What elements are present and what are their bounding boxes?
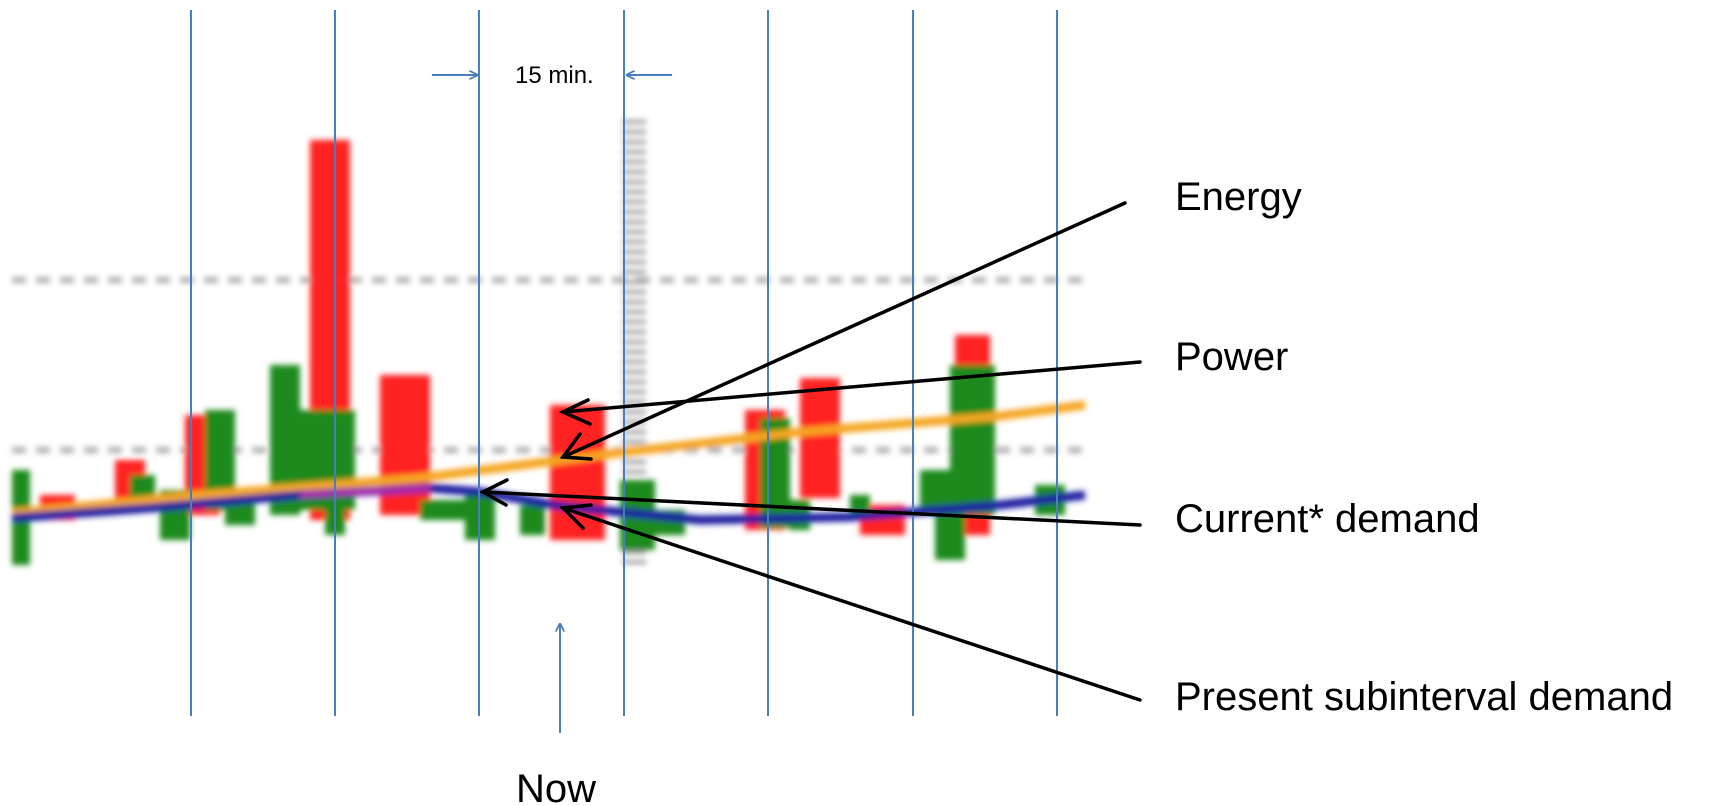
annotation-arrows xyxy=(479,201,1142,702)
current-demand-line xyxy=(11,483,1086,525)
power-arrowhead xyxy=(558,398,592,426)
chart-snapshot xyxy=(11,120,1086,565)
energy-label: Energy xyxy=(1175,175,1302,219)
power-label: Power xyxy=(1175,335,1288,379)
current-demand-label: Current* demand xyxy=(1175,497,1480,541)
current-demand-arrowhead xyxy=(479,478,509,507)
energy-bar xyxy=(520,505,545,535)
trend-line xyxy=(11,400,1086,518)
energy-arrowhead xyxy=(559,432,593,461)
energy-arrow xyxy=(561,201,1127,459)
present-subinterval-demand-label: Present subinterval demand xyxy=(1175,675,1673,719)
magenta-line xyxy=(299,485,431,498)
interval-label: 15 min. xyxy=(515,62,594,89)
now-label: Now xyxy=(516,767,596,806)
energy-bar xyxy=(950,365,995,515)
current-demand-arrow xyxy=(481,490,1142,527)
power-bar xyxy=(800,378,840,498)
present-subinterval-demand-arrow xyxy=(561,506,1142,702)
power-arrow xyxy=(561,360,1142,414)
present-subinterval-demand-arrowhead xyxy=(559,503,593,530)
energy-bar xyxy=(420,500,465,520)
